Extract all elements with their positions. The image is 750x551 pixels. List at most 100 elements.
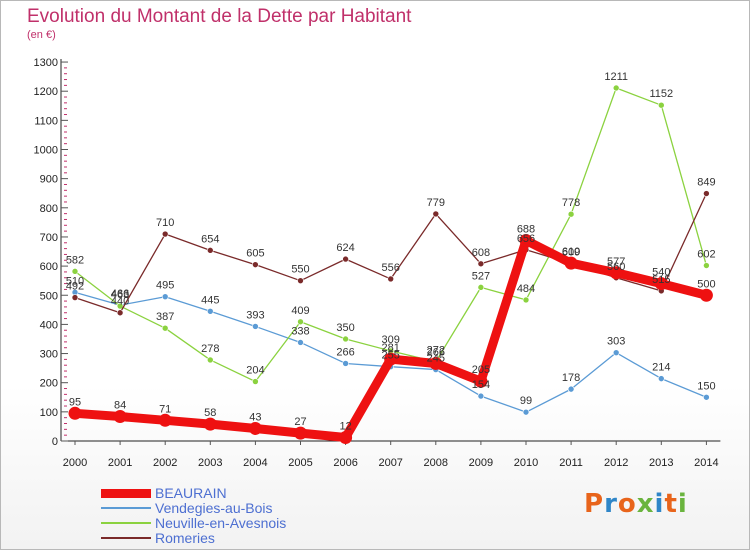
data-label: 656 [517, 233, 535, 245]
data-point [384, 352, 398, 366]
y-tick-label: 300 [40, 349, 58, 361]
y-tick-label: 200 [40, 378, 58, 390]
data-point [657, 101, 665, 109]
data-label: 99 [520, 395, 532, 407]
data-point [71, 294, 79, 301]
logo-letter: i [677, 489, 688, 519]
data-point [207, 247, 214, 254]
x-tick-label: 2008 [424, 457, 448, 469]
data-label: 205 [472, 364, 490, 376]
x-tick-label: 2004 [243, 457, 267, 469]
logo-letter: i [654, 489, 665, 519]
data-label: 1211 [604, 71, 628, 83]
data-label: 849 [697, 177, 715, 189]
data-point [207, 356, 214, 364]
data-point [654, 277, 668, 291]
data-point [71, 268, 79, 275]
data-point [116, 309, 124, 317]
data-label: 266 [336, 346, 354, 358]
data-label: 338 [291, 325, 309, 337]
data-point [252, 261, 259, 268]
data-label: 654 [201, 233, 219, 245]
data-label: 500 [697, 278, 715, 290]
x-tick-label: 2006 [333, 457, 357, 469]
data-label: 154 [472, 379, 490, 391]
data-point [699, 288, 713, 302]
x-tick-label: 2000 [63, 457, 87, 469]
data-labels: 510 466 495 445 393 338 266 255 245 154 99 178 303 21… [66, 71, 716, 433]
data-label: 540 [652, 267, 670, 279]
data-label: 440 [111, 296, 129, 308]
x-tick-label: 2011 [559, 457, 583, 469]
legend-item: Neuville-en-Avesnois [101, 515, 361, 531]
y-tick-label: 800 [40, 203, 58, 215]
legend-swatch [101, 537, 151, 539]
data-point [703, 393, 710, 401]
data-point [477, 392, 485, 400]
y-tick-label: 700 [40, 232, 58, 244]
data-point [342, 255, 349, 263]
data-label: 463 [111, 289, 129, 301]
data-point [567, 210, 575, 218]
logo-letter: x [636, 489, 655, 519]
data-point [657, 375, 665, 382]
data-point [252, 378, 259, 385]
data-label: 560 [607, 261, 625, 273]
data-point [612, 349, 620, 356]
data-point [564, 256, 578, 270]
x-tick-label: 2013 [649, 457, 673, 469]
data-label: 27 [294, 416, 306, 428]
y-tick-label: 1000 [34, 145, 58, 157]
series-lines [68, 84, 713, 445]
data-label: 510 [66, 275, 84, 287]
x-tick-label: 2001 [108, 457, 132, 469]
x-axis-labels: 2000 2001 2002 2003 2004 2005 2006 2007 2008 2009… [63, 457, 719, 469]
data-label: 281 [382, 342, 400, 354]
x-tick-label: 2007 [378, 457, 402, 469]
data-label: 71 [159, 403, 171, 415]
data-label: 610 [562, 246, 580, 258]
x-tick-label: 2002 [153, 457, 177, 469]
y-tick-label: 100 [40, 407, 58, 419]
data-point [252, 323, 259, 330]
data-point [567, 385, 575, 393]
data-label: 12 [339, 421, 351, 433]
data-point [522, 408, 530, 416]
x-tick-label: 2005 [288, 457, 312, 469]
data-point [477, 284, 485, 291]
legend-item: BEAURAIN [101, 485, 361, 501]
data-label: 350 [336, 322, 354, 334]
data-label: 178 [562, 372, 580, 384]
data-label: 779 [427, 197, 445, 209]
data-label: 272 [427, 345, 445, 357]
data-point [68, 406, 82, 420]
y-tick-label: 1200 [34, 86, 58, 98]
legend: BEAURAIN Vendegies-au-Bois Neuville-en-Ave… [101, 485, 361, 546]
data-label: 84 [114, 400, 126, 412]
data-label: 577 [607, 256, 625, 268]
data-label: 255 [382, 350, 400, 362]
x-tick-label: 2010 [514, 457, 538, 469]
data-point [522, 296, 530, 304]
data-point [432, 210, 440, 218]
data-label: 58 [204, 407, 216, 419]
legend-label: Romeries [155, 530, 215, 546]
data-label: 303 [607, 336, 625, 348]
data-point [703, 262, 710, 269]
x-tick-label: 2014 [694, 457, 718, 469]
data-point [203, 417, 217, 431]
data-label: 245 [427, 353, 445, 365]
data-label: 608 [472, 247, 490, 259]
legend-swatch [101, 488, 151, 498]
series-line-romeries [74, 192, 708, 314]
data-point [387, 275, 395, 283]
data-label: 1152 [649, 88, 673, 100]
y-tick-label: 1300 [34, 57, 58, 69]
data-label: 214 [652, 362, 670, 374]
data-point [207, 307, 214, 315]
data-point [474, 374, 488, 388]
data-point [609, 266, 623, 280]
data-point [342, 360, 349, 367]
proxiti-logo: Proxiti [584, 489, 688, 519]
